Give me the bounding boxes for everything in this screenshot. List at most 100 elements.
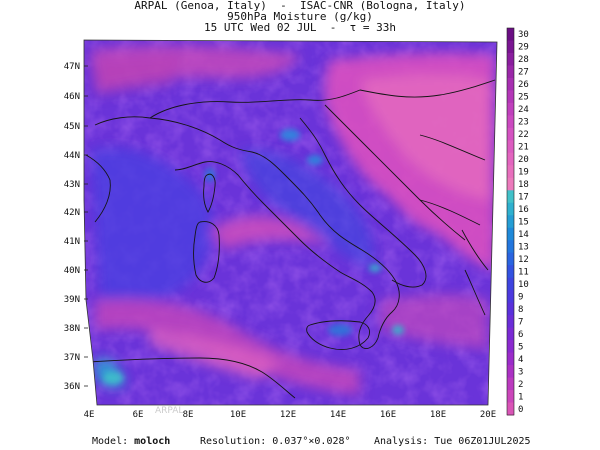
colorbar-label: 13 bbox=[518, 242, 529, 252]
lon-label: 18E bbox=[430, 410, 446, 420]
colorbar-label: 15 bbox=[518, 218, 529, 228]
colorbar-label: 16 bbox=[518, 205, 529, 215]
colorbar-swatch bbox=[507, 390, 514, 404]
lat-label: 39N bbox=[64, 295, 80, 305]
lat-label: 37N bbox=[64, 353, 80, 363]
map-frame bbox=[83, 39, 498, 406]
lat-label: 46N bbox=[64, 92, 80, 102]
colorbar-swatch bbox=[507, 327, 514, 341]
colorbar-swatch bbox=[507, 215, 514, 229]
watermark-logo: ARPAL bbox=[155, 406, 183, 416]
lat-label: 44N bbox=[64, 151, 80, 161]
colorbar-label: 6 bbox=[518, 330, 523, 340]
colorbar-label: 17 bbox=[518, 193, 529, 203]
lon-label: 16E bbox=[380, 410, 396, 420]
colorbar-swatch bbox=[507, 177, 514, 191]
colorbar-swatch bbox=[507, 315, 514, 329]
colorbar-swatch bbox=[507, 252, 514, 266]
colorbar-label: 11 bbox=[518, 267, 529, 277]
colorbar-label: 7 bbox=[518, 317, 523, 327]
colorbar-label: 0 bbox=[518, 405, 523, 415]
lon-labels: 4E 6E 8E 10E 12E 14E 16E 18E 20E bbox=[84, 410, 497, 420]
analysis-value: Tue 06Z01JUL2025 bbox=[434, 436, 531, 447]
lat-label: 42N bbox=[64, 208, 80, 218]
resolution-label: Resolution: bbox=[200, 436, 267, 447]
colorbar-swatch bbox=[507, 277, 514, 291]
lon-label: 4E bbox=[84, 410, 95, 420]
colorbar-swatch bbox=[507, 240, 514, 254]
colorbar-label: 28 bbox=[518, 55, 529, 65]
colorbar-swatch bbox=[507, 65, 514, 79]
colorbar-swatch bbox=[507, 190, 514, 204]
analysis-info: Analysis: Tue 06Z01JUL2025 bbox=[374, 436, 531, 447]
colorbar-label: 21 bbox=[518, 143, 529, 153]
lat-label: 40N bbox=[64, 266, 80, 276]
colorbar-swatch bbox=[507, 402, 514, 416]
colorbar-swatch bbox=[507, 352, 514, 366]
colorbar-swatch bbox=[507, 127, 514, 141]
colorbar-label: 27 bbox=[518, 68, 529, 78]
colorbar-label: 25 bbox=[518, 93, 529, 103]
colorbar-label: 1 bbox=[518, 392, 523, 402]
colorbar-swatch bbox=[507, 152, 514, 166]
colorbar-label: 4 bbox=[518, 355, 523, 365]
colorbar-label: 29 bbox=[518, 43, 529, 53]
colorbar-swatch bbox=[507, 140, 514, 154]
axis-ticks bbox=[84, 65, 88, 387]
colorbar-swatch bbox=[507, 227, 514, 241]
coastlines bbox=[85, 79, 496, 399]
analysis-label: Analysis: bbox=[374, 436, 429, 447]
colorbar-swatch bbox=[507, 377, 514, 391]
colorbar-swatch bbox=[507, 290, 514, 304]
colorbar-label: 20 bbox=[518, 155, 529, 165]
lon-label: 6E bbox=[133, 410, 144, 420]
colorbar-swatch bbox=[507, 365, 514, 379]
lat-label: 38N bbox=[64, 324, 80, 334]
colorbar-label: 24 bbox=[518, 105, 529, 115]
moisture-field bbox=[84, 40, 497, 405]
resolution-info: Resolution: 0.037°×0.028° bbox=[200, 436, 351, 447]
resolution-value: 0.037°×0.028° bbox=[272, 436, 351, 447]
lat-label: 45N bbox=[64, 122, 80, 132]
lat-label: 47N bbox=[64, 62, 80, 72]
colorbar-swatch bbox=[507, 40, 514, 54]
colorbar-swatch bbox=[507, 165, 514, 179]
colorbar-swatch bbox=[507, 52, 514, 66]
colorbar-label: 3 bbox=[518, 367, 523, 377]
lon-label: 8E bbox=[183, 410, 194, 420]
colorbar-label: 10 bbox=[518, 280, 529, 290]
lon-label: 10E bbox=[230, 410, 246, 420]
lon-label: 12E bbox=[280, 410, 296, 420]
colorbar-label: 8 bbox=[518, 305, 523, 315]
colorbar-swatch bbox=[507, 202, 514, 216]
colorbar-swatch bbox=[507, 28, 514, 41]
model-value: moloch bbox=[134, 436, 171, 447]
lat-label: 36N bbox=[64, 382, 80, 392]
colorbar-swatch bbox=[507, 115, 514, 129]
lon-label: 20E bbox=[480, 410, 496, 420]
header-field: 950hPa Moisture (g/kg) bbox=[227, 10, 373, 23]
colorbar-label: 2 bbox=[518, 380, 523, 390]
lat-label: 43N bbox=[64, 180, 80, 190]
colorbar-swatch bbox=[507, 102, 514, 116]
colorbar-label: 5 bbox=[518, 342, 523, 352]
colorbar-swatch bbox=[507, 340, 514, 354]
colorbar-label: 23 bbox=[518, 118, 529, 128]
colorbar-label: 18 bbox=[518, 180, 529, 190]
colorbar-swatch bbox=[507, 265, 514, 279]
colorbar-swatch bbox=[507, 302, 514, 316]
colorbar: 3029282726252423222120191817161514131211… bbox=[506, 27, 529, 416]
colorbar-label: 30 bbox=[518, 30, 529, 40]
colorbar-swatch bbox=[507, 77, 514, 91]
lat-label: 41N bbox=[64, 237, 80, 247]
header-title: ARPAL (Genoa, Italy) - ISAC-CNR (Bologna… bbox=[134, 0, 466, 12]
colorbar-label: 9 bbox=[518, 292, 523, 302]
colorbar-label: 12 bbox=[518, 255, 529, 265]
colorbar-frame bbox=[506, 27, 515, 416]
model-label: Model: bbox=[92, 436, 129, 447]
colorbar-label: 22 bbox=[518, 130, 529, 140]
lat-labels: 47N 46N 45N 44N 43N 42N 41N 40N 39N 38N … bbox=[64, 62, 80, 392]
model-info: Model: moloch bbox=[92, 436, 170, 447]
header-time: 15 UTC Wed 02 JUL - τ = 33h bbox=[203, 21, 397, 34]
colorbar-label: 26 bbox=[518, 80, 529, 90]
